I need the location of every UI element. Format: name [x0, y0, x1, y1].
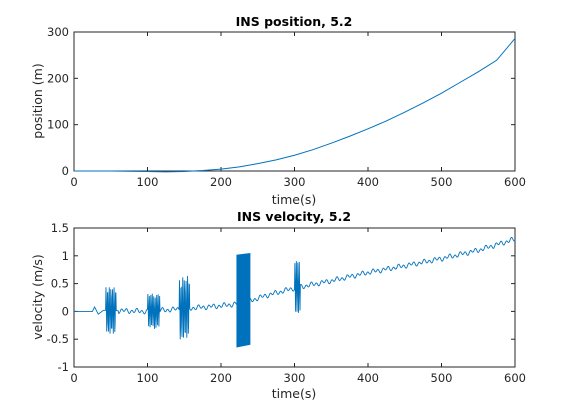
position-x-axis-label: time(s) [272, 192, 317, 207]
x-tick-label: 100 [137, 371, 159, 385]
position-chart-title: INS position, 5.2 [236, 14, 353, 29]
y-tick-label: 1 [62, 249, 69, 263]
y-tick-label: -0.5 [47, 332, 69, 346]
velocity-chart-title: INS velocity, 5.2 [237, 209, 351, 224]
position-y-axis-label: position (m) [30, 63, 45, 138]
y-tick-label: 0.5 [51, 277, 69, 291]
y-tick-label: 1.5 [51, 221, 69, 235]
x-tick-label: 200 [210, 175, 232, 189]
x-tick-label: 500 [431, 371, 453, 385]
y-tick-label: 300 [47, 25, 69, 39]
position-plot-area [74, 32, 515, 171]
velocity-plot-area [74, 228, 515, 367]
y-tick-label: 0 [62, 164, 69, 178]
x-tick-label: 300 [284, 371, 306, 385]
velocity-chart: INS velocity, 5.2 0 100 200 300 400 500 600 -1 -… [30, 209, 526, 401]
x-tick-label: 400 [357, 371, 379, 385]
velocity-y-axis-label: velocity (m/s) [30, 254, 45, 339]
x-tick-label: 600 [504, 371, 526, 385]
x-tick-label: 200 [210, 371, 232, 385]
velocity-x-axis-label: time(s) [272, 386, 317, 401]
x-tick-label: 500 [431, 175, 453, 189]
position-chart: INS position, 5.2 0 100 200 300 400 500 600 0 10… [30, 14, 526, 207]
x-tick-label: 0 [70, 175, 77, 189]
x-tick-label: 300 [284, 175, 306, 189]
y-tick-label: 200 [47, 71, 69, 85]
x-tick-label: 0 [70, 371, 77, 385]
y-tick-label: -1 [58, 360, 69, 374]
x-tick-label: 100 [137, 175, 159, 189]
x-tick-label: 400 [357, 175, 379, 189]
y-tick-label: 100 [47, 118, 69, 132]
x-tick-label: 600 [504, 175, 526, 189]
y-tick-label: 0 [62, 304, 69, 318]
velocity-dense-band [236, 253, 250, 348]
